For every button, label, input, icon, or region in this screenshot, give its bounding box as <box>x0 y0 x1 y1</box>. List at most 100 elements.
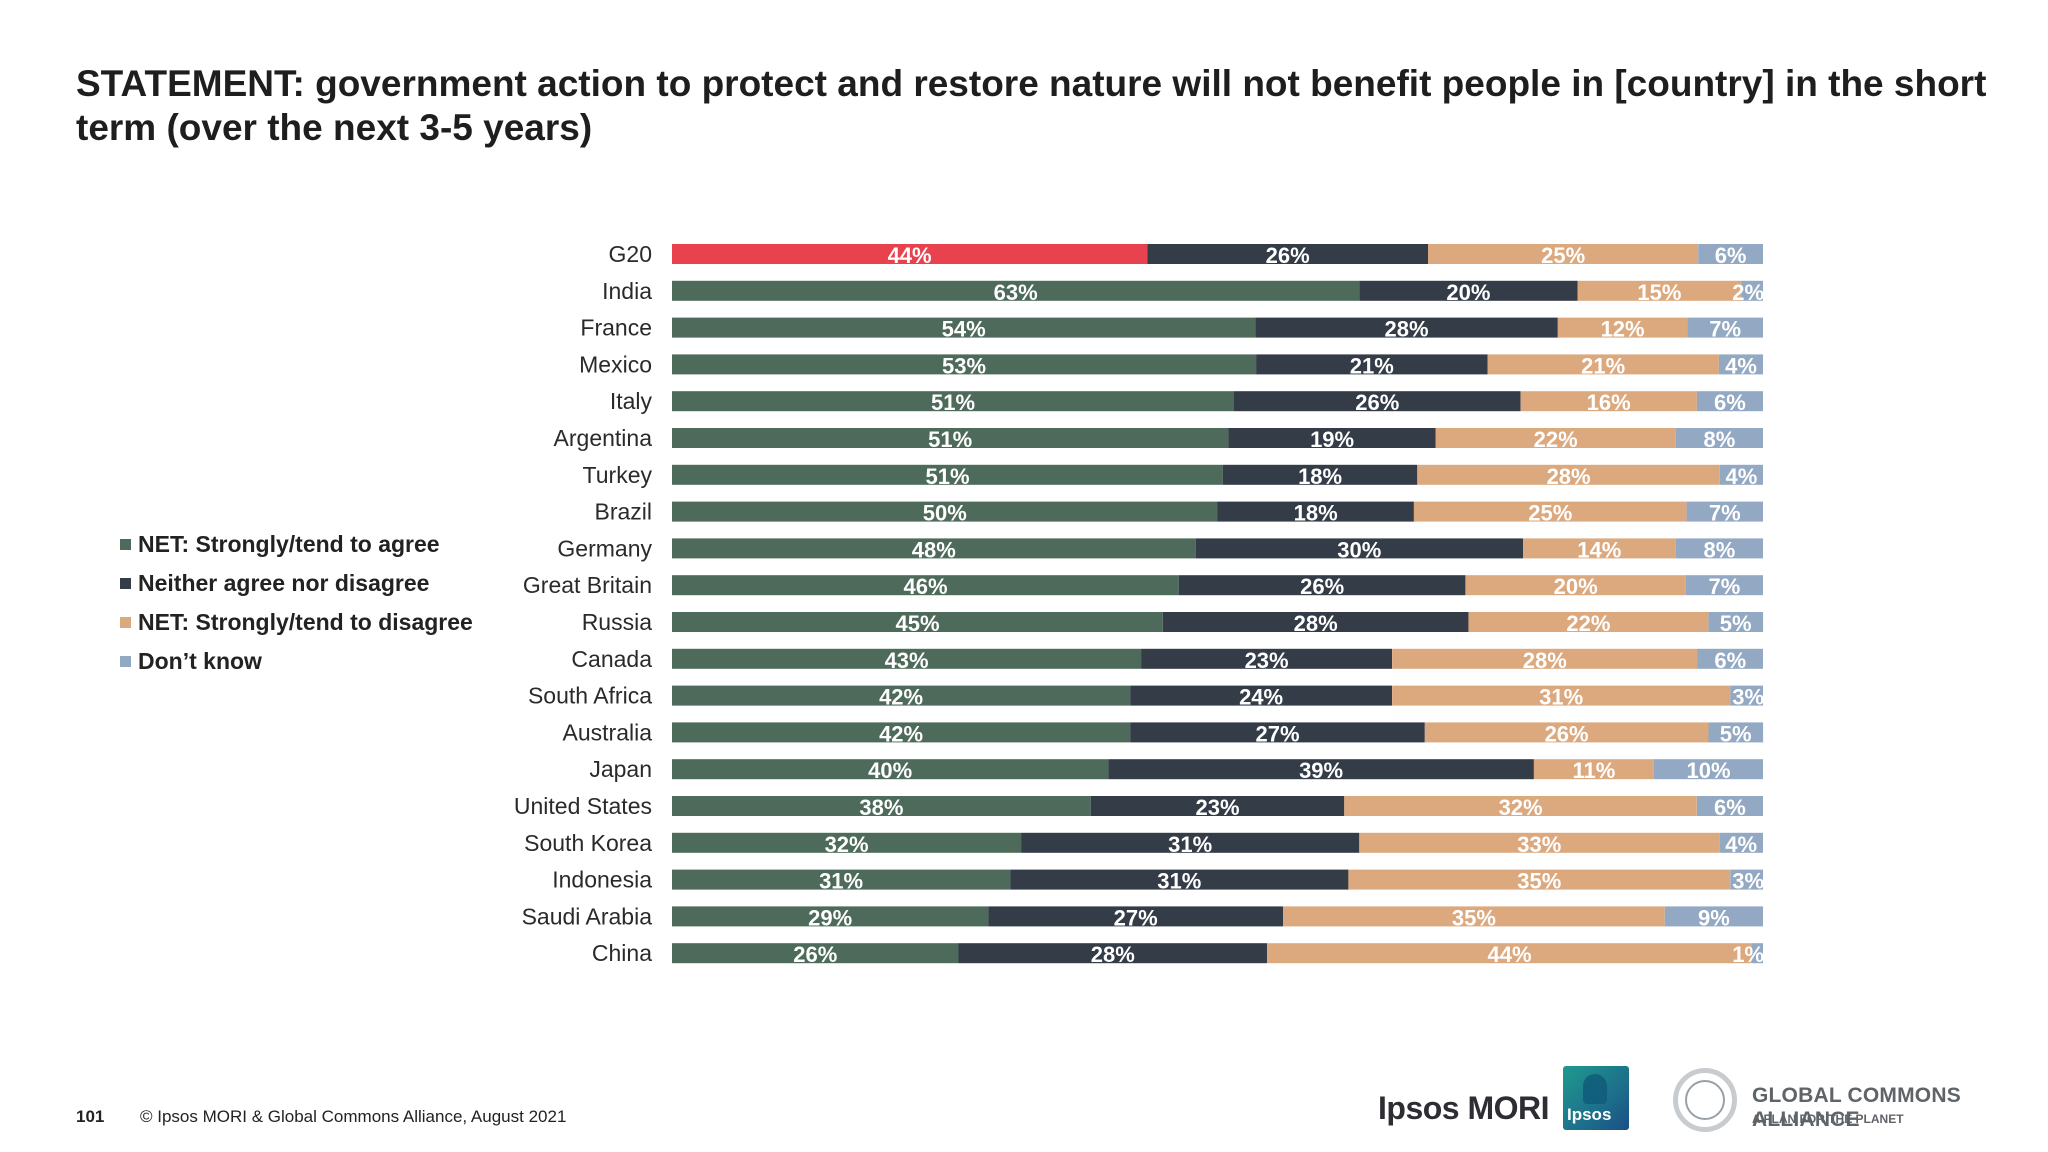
ipsos-logo-label: Ipsos <box>1567 1105 1612 1124</box>
bar-india-neither <box>1359 280 1578 301</box>
data-label-turkey-dont-know: 4% <box>1726 464 1758 489</box>
data-label-turkey-neither: 18% <box>1298 464 1342 489</box>
bar-indonesia-agree <box>672 869 1011 890</box>
data-label-china-disagree: 44% <box>1487 942 1531 967</box>
data-label-india-agree: 63% <box>994 280 1038 305</box>
data-label-russia-dont-know: 5% <box>1720 611 1752 636</box>
bar-russia-neither <box>1163 612 1469 632</box>
data-label-south-africa-dont-know: 3% <box>1732 685 1764 710</box>
bar-indonesia-dont-know <box>1730 869 1763 890</box>
data-label-g20-dont-know: 6% <box>1715 243 1747 268</box>
bar-brazil-neither <box>1217 501 1414 522</box>
data-label-germany-neither: 30% <box>1337 537 1381 562</box>
bar-india-dont-know <box>1741 280 1763 301</box>
bar-south-africa-agree <box>672 685 1131 706</box>
bar-turkey-dont-know <box>1719 464 1763 485</box>
data-label-italy-disagree: 16% <box>1587 390 1631 415</box>
data-label-g20-neither: 26% <box>1266 243 1310 268</box>
legend-item-neither: Neither agree nor disagree <box>120 564 473 603</box>
bar-south-korea-agree <box>672 832 1022 853</box>
bar-south-africa-dont-know <box>1730 685 1763 706</box>
legend-swatch-dont-know <box>120 656 131 667</box>
bar-russia-agree <box>672 612 1163 632</box>
bar-japan-neither <box>1108 759 1534 780</box>
data-label-saudi-arabia-agree: 29% <box>808 905 852 930</box>
data-label-indonesia-disagree: 35% <box>1517 869 1561 894</box>
bar-china-neither <box>958 943 1268 964</box>
category-label-indonesia: Indonesia <box>552 867 652 893</box>
ipsos-mori-logo: Ipsos MORI <box>1378 1090 1550 1126</box>
category-label-g20: G20 <box>609 241 652 267</box>
bar-saudi-arabia-agree <box>672 906 989 927</box>
data-label-russia-neither: 28% <box>1294 611 1338 636</box>
data-label-india-dont-know: 2% <box>1732 280 1764 305</box>
data-label-australia-neither: 27% <box>1255 721 1299 746</box>
data-label-italy-neither: 26% <box>1355 390 1399 415</box>
data-label-canada-disagree: 28% <box>1523 648 1567 673</box>
bar-south-korea-neither <box>1021 832 1360 853</box>
category-label-south-korea: South Korea <box>524 830 652 856</box>
category-label-australia: Australia <box>563 719 653 745</box>
data-label-china-neither: 28% <box>1091 942 1135 967</box>
data-label-germany-dont-know: 8% <box>1704 537 1736 562</box>
bar-indonesia-neither <box>1010 869 1349 890</box>
bar-united-states-dont-know <box>1696 796 1763 816</box>
category-label-canada: Canada <box>571 646 652 672</box>
bar-argentina-agree <box>672 428 1229 448</box>
gca-logo-tagline: A PLAN FOR THE PLANET <box>1752 1112 1904 1126</box>
data-label-mexico-disagree: 21% <box>1581 353 1625 378</box>
data-label-argentina-dont-know: 8% <box>1704 427 1736 452</box>
bar-australia-disagree <box>1424 722 1709 743</box>
legend-swatch-disagree <box>120 617 131 628</box>
bar-g20-agree <box>672 244 1148 264</box>
category-label-india: India <box>602 278 652 304</box>
bar-united-states-agree <box>672 796 1091 816</box>
data-label-japan-agree: 40% <box>868 758 912 783</box>
bar-united-states-neither <box>1090 796 1345 816</box>
bar-mexico-dont-know <box>1718 354 1763 375</box>
data-label-united-states-dont-know: 6% <box>1714 795 1746 820</box>
bar-italy-dont-know <box>1696 391 1763 412</box>
data-label-indonesia-dont-know: 3% <box>1732 869 1764 894</box>
page-title: STATEMENT: government action to protect … <box>76 63 1987 148</box>
data-label-japan-neither: 39% <box>1299 758 1343 783</box>
bar-canada-neither <box>1141 648 1392 669</box>
legend-item-dont-know: Don’t know <box>120 642 473 681</box>
data-label-united-states-disagree: 32% <box>1499 795 1543 820</box>
chart-legend: NET: Strongly/tend to agree Neither agre… <box>120 525 473 681</box>
legend-label-agree: NET: Strongly/tend to agree <box>138 531 440 557</box>
bar-g20-dont-know <box>1698 244 1763 264</box>
bar-germany-neither <box>1195 538 1523 559</box>
bar-g20-disagree <box>1428 244 1699 264</box>
data-label-india-disagree: 15% <box>1637 280 1681 305</box>
legend-item-agree: NET: Strongly/tend to agree <box>120 525 473 564</box>
bar-germany-dont-know <box>1675 538 1763 559</box>
category-label-france: France <box>580 315 652 341</box>
data-label-italy-agree: 51% <box>931 390 975 415</box>
bar-japan-dont-know <box>1653 759 1763 780</box>
data-label-turkey-agree: 51% <box>925 464 969 489</box>
data-label-russia-disagree: 22% <box>1566 611 1610 636</box>
data-label-indonesia-neither: 31% <box>1157 869 1201 894</box>
data-label-australia-agree: 42% <box>879 721 923 746</box>
bar-great-britain-disagree <box>1465 575 1686 596</box>
data-label-argentina-agree: 51% <box>928 427 972 452</box>
bar-south-korea-disagree <box>1359 832 1720 853</box>
bar-great-britain-neither <box>1178 575 1466 596</box>
category-label-great-britain: Great Britain <box>523 572 652 598</box>
legend-label-disagree: NET: Strongly/tend to disagree <box>138 609 473 635</box>
bar-japan-disagree <box>1533 759 1654 780</box>
bar-great-britain-dont-know <box>1685 575 1763 596</box>
category-label-argentina: Argentina <box>554 425 653 451</box>
stacked-bar-chart: G20 44% 26% 25% 6% India 63% 20% 15% 2% France 54% 2… <box>514 241 1764 967</box>
category-label-china: China <box>592 940 652 966</box>
bar-mexico-agree <box>672 354 1257 375</box>
category-label-south-africa: South Africa <box>528 683 652 709</box>
legend-label-dont-know: Don’t know <box>138 648 262 674</box>
copyright-text: © Ipsos MORI & Global Commons Alliance, … <box>140 1107 567 1126</box>
bar-australia-neither <box>1130 722 1425 743</box>
data-label-canada-dont-know: 6% <box>1714 648 1746 673</box>
bar-g20-neither <box>1147 244 1429 264</box>
data-label-mexico-neither: 21% <box>1350 353 1394 378</box>
bar-turkey-agree <box>672 464 1223 485</box>
